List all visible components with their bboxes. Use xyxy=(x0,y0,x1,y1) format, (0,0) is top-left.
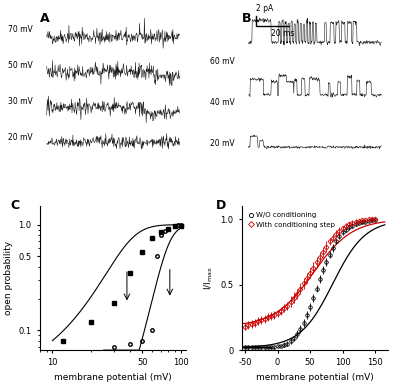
Text: 30 mV: 30 mV xyxy=(8,97,33,106)
X-axis label: membrane potential (mV): membrane potential (mV) xyxy=(256,373,374,382)
Text: B: B xyxy=(242,12,251,25)
Text: 40 mV: 40 mV xyxy=(210,98,234,107)
Text: C: C xyxy=(11,199,20,212)
Y-axis label: open probability: open probability xyxy=(4,241,13,315)
Text: A: A xyxy=(40,12,50,25)
X-axis label: membrane potential (mV): membrane potential (mV) xyxy=(54,373,172,382)
Text: 20 mV: 20 mV xyxy=(8,133,33,142)
Text: D: D xyxy=(216,199,226,212)
Text: 50 mV: 50 mV xyxy=(8,61,33,70)
Y-axis label: I/I$_\mathrm{max}$: I/I$_\mathrm{max}$ xyxy=(202,266,215,290)
Text: 70 mV: 70 mV xyxy=(8,25,33,34)
Text: 20 mV: 20 mV xyxy=(210,139,234,148)
Text: 20 ms: 20 ms xyxy=(271,29,294,38)
Text: 2 pA: 2 pA xyxy=(256,4,274,13)
Legend: W/O conditioning, With conditioning step: W/O conditioning, With conditioning step xyxy=(245,210,337,231)
Text: 60 mV: 60 mV xyxy=(210,56,234,65)
